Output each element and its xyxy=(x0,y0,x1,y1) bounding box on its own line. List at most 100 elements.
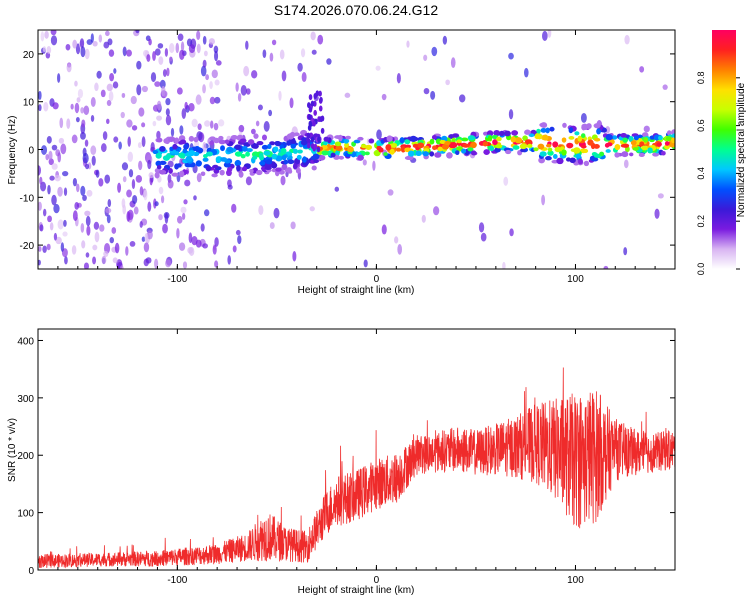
ridge-cell xyxy=(546,143,552,148)
ridge-cell xyxy=(511,130,519,136)
ridge-cell xyxy=(467,135,476,141)
burst-cell xyxy=(315,90,320,97)
noise-cell xyxy=(84,139,89,147)
burst-cell xyxy=(306,142,311,149)
noise-cell xyxy=(51,144,58,151)
ridge-cell xyxy=(159,145,166,152)
ridge-cell xyxy=(593,137,601,142)
noise-cell xyxy=(184,179,191,187)
noise-cell xyxy=(158,186,164,195)
burst-cell xyxy=(310,136,315,143)
noise-cell xyxy=(158,214,163,221)
ridge-cell xyxy=(554,146,562,153)
noise-cell xyxy=(662,84,668,90)
noise-cell xyxy=(297,62,303,72)
noise-cell xyxy=(57,186,63,197)
noise-cell xyxy=(39,176,43,185)
ridge-cell xyxy=(568,136,575,140)
ridge-cell xyxy=(429,151,435,157)
ridge-cell xyxy=(664,141,670,146)
noise-cell xyxy=(118,141,122,150)
noise-cell xyxy=(83,105,90,116)
ridge-cell xyxy=(246,148,253,153)
ridge-cell xyxy=(386,135,393,142)
noise-cell xyxy=(121,92,126,98)
noise-cell xyxy=(147,201,152,212)
noise-cell xyxy=(143,189,148,201)
ridge-cell xyxy=(614,144,621,151)
noise-cell xyxy=(147,159,152,170)
ridge-cell xyxy=(174,137,179,144)
noise-cell xyxy=(38,165,41,176)
ridge-cell xyxy=(251,143,259,149)
ridge-cell xyxy=(385,144,392,151)
ridge-cell xyxy=(470,141,477,149)
noise-cell xyxy=(39,224,44,232)
burst-cell xyxy=(307,114,312,121)
noise-cell xyxy=(381,224,387,235)
noise-cell xyxy=(76,97,81,103)
ridge-cell xyxy=(599,151,604,156)
ridge-cell xyxy=(182,148,188,154)
noise-cell xyxy=(214,79,220,86)
noise-cell xyxy=(200,65,207,77)
noise-cell xyxy=(547,30,552,38)
noise-cell xyxy=(137,142,142,149)
noise-cell xyxy=(257,104,263,111)
ridge-cell xyxy=(239,138,247,143)
noise-cell xyxy=(136,84,142,96)
burst-cell xyxy=(320,127,325,134)
noise-cell xyxy=(251,70,258,79)
noise-cell xyxy=(122,204,127,215)
noise-cell xyxy=(109,236,114,244)
noise-cell xyxy=(105,207,112,214)
snr-y-label: SNR (10 * v/v) xyxy=(7,418,18,482)
noise-cell xyxy=(235,82,239,92)
ridge-cell xyxy=(641,145,648,151)
noise-cell xyxy=(127,136,131,147)
noise-cell xyxy=(387,189,394,196)
spectrogram-y-tick-label: -10 xyxy=(20,193,35,204)
noise-cell xyxy=(197,123,202,131)
noise-cell xyxy=(273,207,280,219)
noise-cell xyxy=(72,177,78,187)
noise-cell xyxy=(53,203,60,214)
noise-cell xyxy=(86,225,91,236)
noise-cell xyxy=(80,46,86,58)
noise-cell xyxy=(193,195,197,201)
ridge-cell xyxy=(364,151,370,156)
colorbar-tick-label: 0.2 xyxy=(696,215,706,228)
ridge-cell xyxy=(288,155,293,160)
noise-cell xyxy=(141,122,146,128)
ridge-cell xyxy=(540,127,547,133)
noise-cell xyxy=(71,134,78,144)
ridge-cell xyxy=(489,145,495,152)
chart-title: S174.2026.070.06.24.G12 xyxy=(274,2,438,18)
noise-cell xyxy=(177,33,184,41)
ridge-cell xyxy=(547,147,553,152)
noise-cell xyxy=(109,72,115,82)
ridge-cell xyxy=(275,167,282,172)
noise-cell xyxy=(80,185,86,197)
ridge-cell xyxy=(539,151,547,157)
noise-cell xyxy=(126,119,133,128)
noise-cell xyxy=(75,183,80,193)
noise-cell xyxy=(181,108,187,119)
ridge-cell xyxy=(596,128,601,135)
ridge-cell xyxy=(665,136,672,141)
noise-cell xyxy=(59,117,64,129)
ridge-cell xyxy=(562,122,567,128)
noise-cell xyxy=(195,94,202,105)
burst-cell xyxy=(307,102,311,109)
noise-cell xyxy=(232,245,237,253)
noise-cell xyxy=(84,210,91,217)
snr-y-tick-label: 100 xyxy=(17,509,34,520)
noise-cell xyxy=(49,222,54,231)
noise-cell xyxy=(47,184,51,195)
noise-cell xyxy=(165,259,172,268)
noise-cell xyxy=(300,48,306,58)
noise-cell xyxy=(205,74,209,81)
spectrogram-x-tick-label: 0 xyxy=(374,274,380,285)
ridge-cell xyxy=(429,138,435,145)
ridge-cell xyxy=(437,146,444,152)
